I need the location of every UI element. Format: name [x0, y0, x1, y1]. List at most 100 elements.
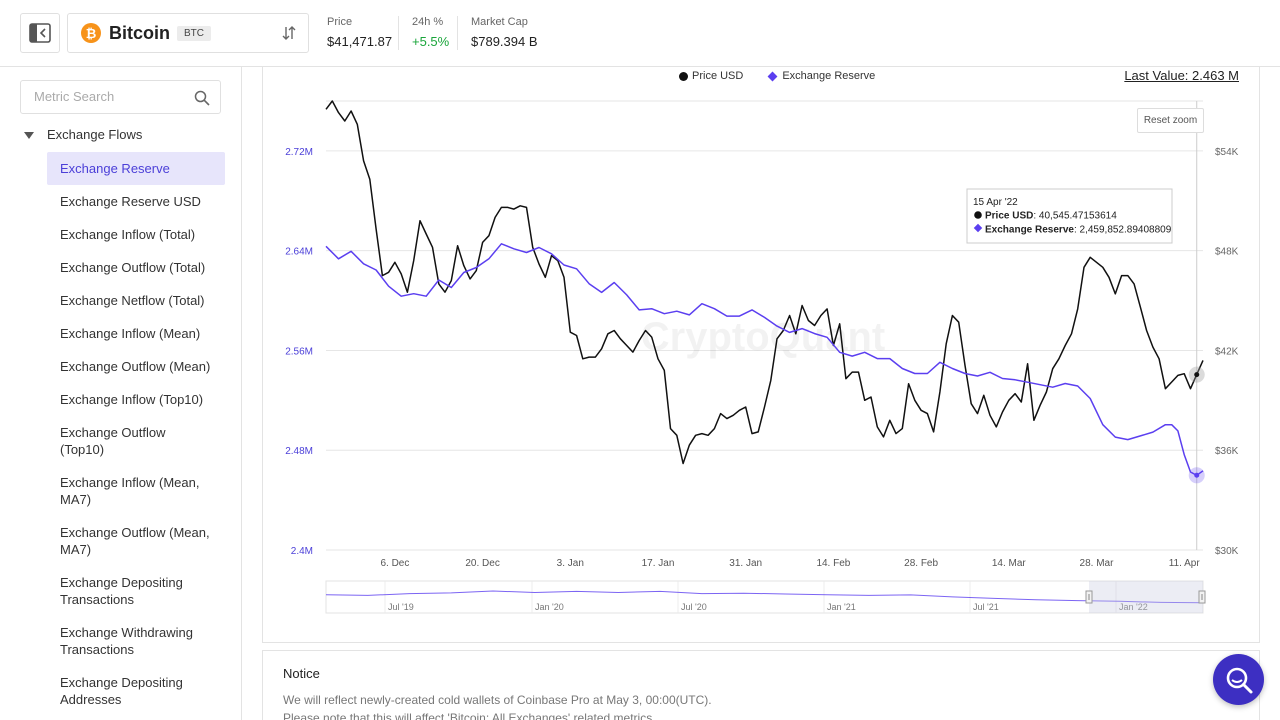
notice-line: We will reflect newly-created cold walle…	[283, 693, 712, 707]
chart-plot[interactable]: CryptoQuant 2.72M 2.64M 2.56M 2.48M 2.4M $54…	[263, 67, 1261, 643]
bitcoin-logo-icon: ₿	[81, 23, 101, 43]
right-axis-tick-label: $36K	[1215, 446, 1239, 457]
x-axis-tick-label: 14. Feb	[816, 558, 850, 569]
metric-search-input[interactable]	[34, 89, 184, 104]
top-header: ₿ Bitcoin BTC Price $41,471.87 24h % +5.…	[0, 0, 1280, 67]
hover-point-price	[1194, 372, 1200, 378]
metric-sidebar: Exchange Flows Exchange ReserveExchange …	[0, 67, 242, 720]
navigator-tick-label: Jan '20	[535, 602, 564, 612]
market-cap-stat: Market Cap $789.394 B	[471, 16, 538, 49]
market-cap-value: $789.394 B	[471, 34, 538, 49]
x-axis-tick-label: 3. Jan	[557, 558, 584, 569]
x-axis-tick-label: 11. Apr	[1169, 558, 1201, 569]
left-axis-tick-label: 2.72M	[285, 147, 313, 158]
divider	[398, 16, 399, 50]
navigator-tick-label: Jan '22	[1119, 602, 1148, 612]
change-value: +5.5%	[412, 34, 450, 49]
sidebar-item[interactable]: Exchange Inflow (Total)	[60, 227, 196, 242]
right-axis-tick-label: $42K	[1215, 346, 1239, 357]
reset-zoom-button[interactable]: Reset zoom	[1137, 108, 1204, 133]
tooltip-date: 15 Apr '22	[973, 197, 1018, 208]
search-fab-button[interactable]	[1213, 654, 1264, 705]
chart-tooltip: 15 Apr '22 Price USD: 40,545.47153614 Ex…	[966, 188, 1173, 244]
navigator-tick-label: Jul '20	[681, 602, 707, 612]
legend-label-reserve: Exchange Reserve	[782, 70, 876, 82]
asset-name: Bitcoin	[109, 22, 170, 43]
market-cap-label: Market Cap	[471, 16, 528, 28]
price-label: Price	[327, 16, 353, 28]
sidebar-collapse-icon	[29, 23, 51, 43]
x-axis-tick-label: 28. Mar	[1080, 558, 1115, 569]
sidebar-item[interactable]: Exchange Inflow (Mean, MA7)	[60, 475, 200, 507]
sidebar-item[interactable]: Exchange Inflow (Mean)	[60, 326, 201, 341]
metric-list: Exchange Reserve Exchange Reserve USD Exch…	[47, 152, 225, 716]
price-value: $41,471.87	[327, 34, 393, 49]
magnifier-icon	[1226, 667, 1252, 693]
navigator-tick-label: Jul '21	[973, 602, 999, 612]
watermark: CryptoQuant	[641, 315, 885, 359]
legend-item-price[interactable]: Price USD	[679, 70, 743, 82]
left-axis-tick-label: 2.48M	[285, 446, 313, 457]
sidebar-item[interactable]: Exchange Depositing Transactions	[60, 575, 183, 607]
navigator-series-line	[325, 590, 1204, 604]
tooltip-reserve-value: : 2,459,852.89408809	[1074, 225, 1172, 236]
legend-marker-price	[679, 71, 688, 81]
tooltip-price-line: Price USD: 40,545.47153614	[985, 211, 1117, 222]
chart-legend: Price USD Exchange Reserve	[679, 70, 901, 82]
change-stat: 24h % +5.5%	[412, 16, 449, 49]
x-axis-tick-label: 28. Feb	[904, 558, 938, 569]
search-icon[interactable]	[194, 90, 210, 106]
sidebar-item[interactable]: Exchange Outflow (Top10)	[60, 425, 166, 457]
x-axis-tick-label: 14. Mar	[992, 558, 1027, 569]
navigator-tick-label: Jan '21	[827, 602, 856, 612]
left-axis-tick-label: 2.4M	[291, 546, 313, 557]
notice-line: Please note that this will affect 'Bitco…	[283, 711, 656, 720]
asset-ticker-badge: BTC	[177, 25, 211, 41]
series-line-price-usd	[325, 100, 1204, 465]
sidebar-item[interactable]: Exchange Outflow (Mean)	[60, 359, 211, 374]
sidebar-item[interactable]: Exchange Depositing Addresses	[60, 675, 183, 707]
sidebar-item[interactable]: Exchange Reserve	[47, 152, 225, 185]
left-axis-tick-label: 2.64M	[285, 247, 313, 258]
notice-title: Notice	[283, 666, 320, 681]
asset-selector[interactable]: ₿ Bitcoin BTC	[67, 13, 309, 53]
left-axis-tick-label: 2.56M	[285, 346, 313, 357]
divider	[457, 16, 458, 50]
x-axis-tick-label: 17. Jan	[642, 558, 675, 569]
last-value-link[interactable]: Last Value: 2.463 M	[1124, 68, 1239, 83]
caret-down-icon	[24, 132, 34, 139]
exchange-flows-group-toggle[interactable]: Exchange Flows	[24, 127, 142, 142]
navigator-tick-label: Jul '19	[388, 602, 414, 612]
sidebar-item[interactable]: Exchange Inflow (Top10)	[60, 392, 204, 407]
tooltip-price-label: Price USD	[985, 211, 1033, 222]
right-axis-tick-label: $48K	[1215, 247, 1239, 258]
series-line-exchange-reserve	[325, 243, 1204, 477]
tooltip-reserve-line: Exchange Reserve: 2,459,852.89408809	[985, 225, 1172, 236]
sidebar-item[interactable]: Exchange Reserve USD	[60, 194, 201, 209]
legend-item-reserve[interactable]: Exchange Reserve	[767, 70, 876, 82]
tooltip-box	[966, 188, 1173, 244]
right-axis-tick-label: $30K	[1215, 546, 1239, 557]
sidebar-item[interactable]: Exchange Withdrawing Transactions	[60, 625, 193, 657]
x-axis-tick-label: 6. Dec	[380, 558, 409, 569]
navigator-frame	[325, 580, 1204, 614]
x-axis-tick-label: 31. Jan	[729, 558, 762, 569]
x-axis-tick-label: 20. Dec	[465, 558, 499, 569]
sidebar-item[interactable]: Exchange Outflow (Mean, MA7)	[60, 525, 210, 557]
legend-label-price: Price USD	[692, 70, 744, 82]
tooltip-price-value: : 40,545.47153614	[1033, 211, 1117, 222]
chart-card: Price USD Exchange Reserve Last Value: 2…	[262, 67, 1260, 643]
change-label: 24h %	[412, 16, 444, 28]
price-stat: Price $41,471.87	[327, 16, 392, 49]
sidebar-item[interactable]: Exchange Outflow (Total)	[60, 260, 206, 275]
notice-text: We will reflect newly-created cold walle…	[283, 691, 712, 720]
notice-panel: Notice We will reflect newly-created col…	[262, 650, 1260, 720]
navigator-selection	[1089, 581, 1203, 613]
sidebar-toggle-button[interactable]	[20, 13, 60, 53]
group-label: Exchange Flows	[47, 127, 143, 142]
tooltip-reserve-label: Exchange Reserve	[985, 225, 1074, 236]
sidebar-item[interactable]: Exchange Netflow (Total)	[60, 293, 205, 308]
metric-search-box	[20, 80, 221, 114]
swap-arrows-icon[interactable]	[282, 25, 296, 41]
tooltip-price-marker	[974, 211, 982, 219]
